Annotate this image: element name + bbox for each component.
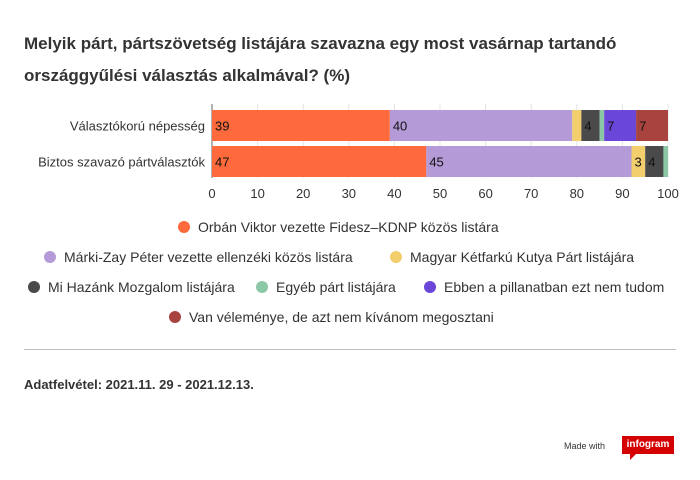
data-label-0-0: 39 bbox=[215, 119, 229, 134]
legend-label-3: Mi Hazánk Mozgalom listájára bbox=[48, 279, 235, 295]
legend-item-5[interactable]: Ebben a pillanatban ezt nem tudom bbox=[424, 279, 664, 295]
legend-item-2[interactable]: Magyar Kétfarkú Kutya Párt listájára bbox=[390, 249, 634, 265]
x-tick-label-80: 80 bbox=[570, 186, 584, 201]
bar-segment-1-2 bbox=[631, 146, 646, 177]
legend-label-5: Ebben a pillanatban ezt nem tudom bbox=[444, 279, 665, 295]
legend-swatch-2 bbox=[390, 251, 402, 263]
data-label-0-1: 40 bbox=[393, 119, 407, 134]
data-label-1-0: 47 bbox=[215, 155, 229, 170]
bar-segment-0-2 bbox=[572, 110, 582, 141]
legend-item-1[interactable]: Márki-Zay Péter vezette ellenzéki közös … bbox=[44, 249, 353, 265]
legend-swatch-1 bbox=[44, 251, 56, 263]
data-label-1-2: 3 bbox=[635, 155, 642, 170]
bar-segment-0-1 bbox=[389, 110, 573, 141]
x-tick-label-20: 20 bbox=[296, 186, 310, 201]
chart-title-line-2: országgyűlési választás alkalmával? (%) bbox=[24, 66, 350, 85]
legend-swatch-4 bbox=[256, 281, 268, 293]
chart-title: Melyik párt, pártszövetség listájára sza… bbox=[24, 28, 674, 92]
x-tick-label-100: 100 bbox=[657, 186, 679, 201]
made-with-text: Made with bbox=[564, 441, 606, 451]
bar-segment-0-5 bbox=[604, 110, 637, 141]
legend-item-6[interactable]: Van véleménye, de azt nem kívánom megosz… bbox=[169, 309, 494, 325]
bar-segment-1-0 bbox=[212, 146, 427, 177]
footnote-survey-date: Adatfelvétel: 2021.11. 29 - 2021.12.13. bbox=[24, 377, 254, 392]
bar-segment-1-1 bbox=[426, 146, 632, 177]
data-label-1-1: 45 bbox=[429, 155, 443, 170]
bar-segment-1-3 bbox=[645, 146, 664, 177]
x-tick-label-30: 30 bbox=[342, 186, 356, 201]
legend-item-4[interactable]: Egyéb párt listájára bbox=[256, 279, 396, 295]
legend-label-4: Egyéb párt listájára bbox=[276, 279, 396, 295]
legend-swatch-3 bbox=[28, 281, 40, 293]
x-tick-label-90: 90 bbox=[615, 186, 629, 201]
x-tick-label-10: 10 bbox=[250, 186, 264, 201]
legend-label-0: Orbán Viktor vezette Fidesz–KDNP közös l… bbox=[198, 219, 499, 235]
data-label-0-3: 4 bbox=[584, 119, 591, 134]
legend-item-0[interactable]: Orbán Viktor vezette Fidesz–KDNP közös l… bbox=[178, 219, 499, 235]
legend-label-6: Van véleménye, de azt nem kívánom megosz… bbox=[189, 309, 494, 325]
data-label-0-6: 7 bbox=[639, 119, 646, 134]
infogram-logo[interactable]: infogram bbox=[622, 436, 674, 460]
x-tick-label-60: 60 bbox=[478, 186, 492, 201]
legend-label-2: Magyar Kétfarkú Kutya Párt listájára bbox=[410, 249, 635, 265]
legend-swatch-6 bbox=[169, 311, 181, 323]
data-label-1-3: 4 bbox=[648, 155, 655, 170]
chart-title-line-1: Melyik párt, pártszövetség listájára sza… bbox=[24, 34, 617, 53]
legend-swatch-5 bbox=[424, 281, 436, 293]
bar-segment-0-6 bbox=[636, 110, 668, 141]
legend-swatch-0 bbox=[178, 221, 190, 233]
bar-segment-0-3 bbox=[581, 110, 600, 141]
legend-label-1: Márki-Zay Péter vezette ellenzéki közös … bbox=[64, 249, 353, 265]
x-tick-label-50: 50 bbox=[433, 186, 447, 201]
x-tick-label-40: 40 bbox=[387, 186, 401, 201]
bar-segment-1-4 bbox=[663, 146, 668, 177]
bar-segment-0-4 bbox=[599, 110, 605, 141]
category-label-1: Biztos szavazó pártválasztók bbox=[38, 155, 205, 170]
bar-segment-0-0 bbox=[212, 110, 390, 141]
data-label-0-5: 7 bbox=[607, 119, 614, 134]
category-label-0: Választókorú népesség bbox=[70, 119, 205, 134]
legend-item-3[interactable]: Mi Hazánk Mozgalom listájára bbox=[28, 279, 235, 295]
x-tick-label-0: 0 bbox=[208, 186, 215, 201]
divider bbox=[24, 349, 676, 350]
x-tick-label-70: 70 bbox=[524, 186, 538, 201]
